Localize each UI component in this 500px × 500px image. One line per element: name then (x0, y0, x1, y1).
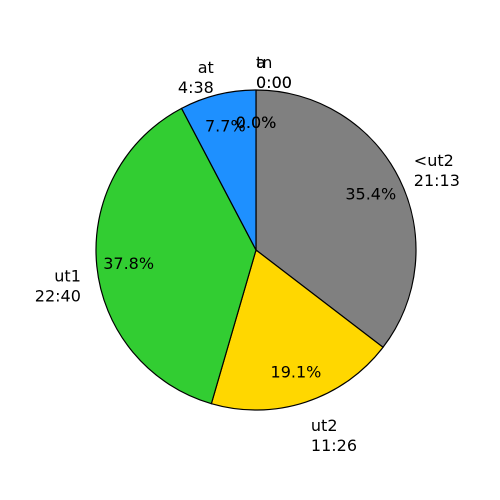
slice-label-ut2: <ut2 21:13 (414, 151, 460, 190)
slice-time-a: 0:00 (256, 73, 292, 92)
slice-percent-tn: 0.0% (236, 113, 277, 132)
slice-percent-ut1: 37.8% (103, 254, 154, 273)
slice-percent-at: 7.7% (205, 117, 246, 136)
slice-time-ut2: 21:13 (414, 171, 460, 190)
slice-label-a: a 0:00 (256, 53, 292, 92)
slice-name-ut2: <ut2 (414, 151, 454, 170)
slice-name-at: at (198, 58, 214, 77)
pie-slice-ut2 (210, 249, 384, 411)
pie-slices (95, 89, 417, 411)
slice-percent-ut2: 19.1% (271, 363, 322, 382)
slice-label-ut1: ut1 22:40 (35, 267, 81, 306)
pie-slice-ut2 (255, 89, 417, 348)
slice-percent-a: 0.0% (236, 113, 277, 132)
slice-time-ut2: 11:26 (311, 436, 357, 455)
slice-name-tn: tn (256, 53, 272, 72)
slice-label-ut2: ut2 11:26 (311, 416, 357, 455)
slice-percent-ut2: 35.4% (345, 184, 396, 203)
slice-name-a: a (256, 53, 266, 72)
pie-slice-at (180, 89, 257, 251)
slice-labels: <ut2 21:13 35.4% ut2 11:26 19.1% ut1 22:40 37.8%… (35, 53, 460, 455)
pie-slice-ut1 (95, 107, 257, 405)
slice-label-at: at 4:38 (178, 58, 214, 97)
slice-label-tn: tn 0:00 (256, 53, 292, 92)
slice-time-at: 4:38 (178, 78, 214, 97)
slice-name-ut2: ut2 (311, 416, 338, 435)
slice-time-tn: 0:00 (256, 73, 292, 92)
slice-name-ut1: ut1 (54, 267, 81, 286)
slice-time-ut1: 22:40 (35, 287, 81, 306)
